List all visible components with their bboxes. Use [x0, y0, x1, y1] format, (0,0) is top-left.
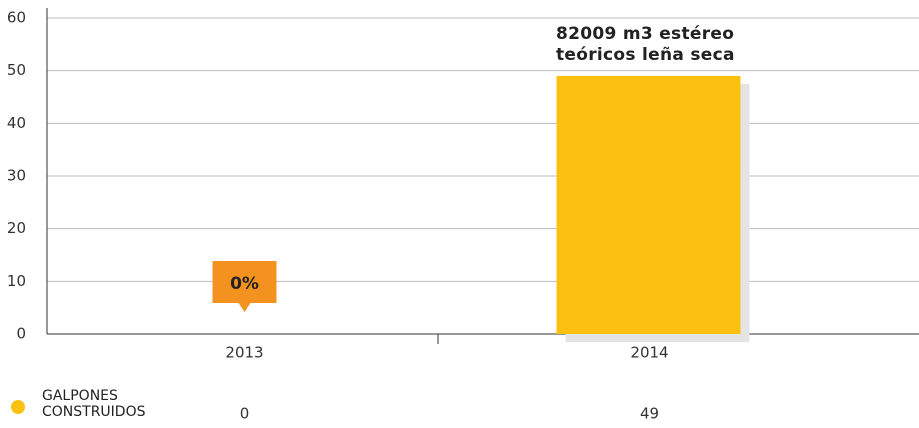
data-label: 49 — [640, 405, 659, 423]
callout-pointer — [238, 303, 251, 312]
callout-box — [212, 261, 277, 303]
y-tick-label: 50 — [7, 61, 26, 79]
y-tick-label: 0 — [16, 325, 26, 343]
annotation: 0% — [230, 274, 259, 294]
x-tick-label: 2013 — [225, 344, 263, 362]
y-tick-label: 10 — [7, 272, 26, 290]
y-tick-label: 30 — [7, 167, 26, 185]
legend-marker — [11, 400, 25, 414]
x-tick-label: 2014 — [630, 344, 668, 362]
y-tick-label: 20 — [7, 219, 26, 237]
bar — [556, 75, 741, 334]
legend-label: GALPONES CONSTRUIDOS — [42, 388, 146, 420]
annotation: 82009 m3 estéreo teóricos leña seca — [556, 24, 735, 65]
y-tick-label: 40 — [7, 114, 26, 132]
y-tick-label: 60 — [7, 9, 26, 27]
data-label: 0 — [240, 405, 250, 423]
